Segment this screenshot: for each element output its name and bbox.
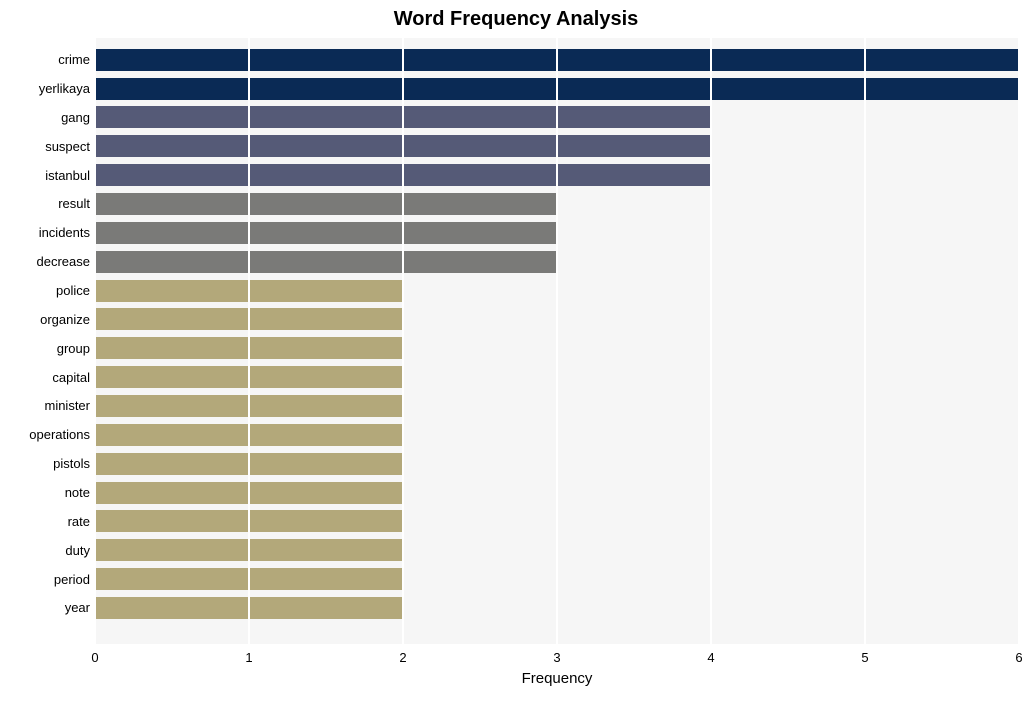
y-tick-label: group bbox=[57, 341, 90, 356]
grid-line bbox=[94, 38, 96, 644]
y-tick-label: year bbox=[65, 600, 90, 615]
bar bbox=[95, 193, 557, 215]
y-tick-label: note bbox=[65, 485, 90, 500]
y-tick-label: pistols bbox=[53, 456, 90, 471]
y-tick-label: capital bbox=[52, 370, 90, 385]
x-axis-title: Frequency bbox=[95, 670, 1019, 687]
x-tick-label: 5 bbox=[861, 650, 868, 665]
grid-line bbox=[556, 38, 558, 644]
x-tick-label: 0 bbox=[91, 650, 98, 665]
x-tick-label: 1 bbox=[245, 650, 252, 665]
y-tick-label: crime bbox=[58, 52, 90, 67]
y-tick-label: minister bbox=[44, 398, 90, 413]
y-tick-label: suspect bbox=[45, 139, 90, 154]
word-frequency-chart: Word Frequency Analysis crime yerlikaya ga… bbox=[0, 0, 1032, 701]
y-tick-label: police bbox=[56, 283, 90, 298]
x-axis: Frequency 0123456 bbox=[95, 644, 1019, 684]
y-tick-label: operations bbox=[29, 427, 90, 442]
y-tick-label: incidents bbox=[39, 225, 90, 240]
grid-line bbox=[710, 38, 712, 644]
y-tick-label: decrease bbox=[37, 254, 90, 269]
x-tick-label: 6 bbox=[1015, 650, 1022, 665]
chart-title: Word Frequency Analysis bbox=[0, 8, 1032, 31]
y-tick-label: duty bbox=[65, 543, 90, 558]
y-tick-label: organize bbox=[40, 312, 90, 327]
grid-line bbox=[402, 38, 404, 644]
grid-line bbox=[1018, 38, 1020, 644]
y-tick-label: period bbox=[54, 572, 90, 587]
x-tick-label: 3 bbox=[553, 650, 560, 665]
y-tick-label: gang bbox=[61, 110, 90, 125]
x-tick-label: 4 bbox=[707, 650, 714, 665]
y-tick-label: result bbox=[58, 196, 90, 211]
grid-line bbox=[248, 38, 250, 644]
y-tick-label: istanbul bbox=[45, 168, 90, 183]
y-axis-labels: crime yerlikaya gang suspect istanbul result i… bbox=[0, 38, 90, 644]
plot-area bbox=[95, 38, 1019, 644]
bar bbox=[95, 222, 557, 244]
bar bbox=[95, 251, 557, 273]
x-tick-label: 2 bbox=[399, 650, 406, 665]
grid-line bbox=[864, 38, 866, 644]
y-tick-label: rate bbox=[68, 514, 90, 529]
y-tick-label: yerlikaya bbox=[39, 81, 90, 96]
